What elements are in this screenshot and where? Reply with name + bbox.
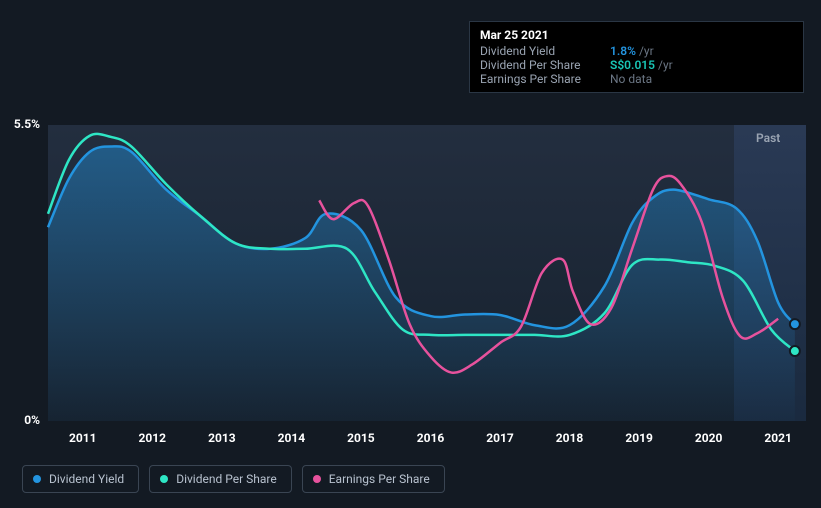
x-axis-tick-1: 2012 xyxy=(139,431,167,445)
legend-item-label: Dividend Per Share xyxy=(176,472,277,486)
tooltip-row-value: 1.8% xyxy=(610,44,636,58)
legend-item-dividend_yield[interactable]: Dividend Yield xyxy=(22,465,139,493)
chart-tooltip: Mar 25 2021 Dividend Yield1.8% /yrDivide… xyxy=(469,21,804,93)
legend-item-label: Earnings Per Share xyxy=(329,472,430,486)
tooltip-row-unit: /yr xyxy=(658,58,673,72)
legend-item-dividend_per_share[interactable]: Dividend Per Share xyxy=(149,465,292,493)
past-label: Past xyxy=(756,131,780,145)
x-axis-tick-10: 2021 xyxy=(764,431,792,445)
tooltip-row-2: Earnings Per ShareNo data xyxy=(480,72,793,86)
y-axis-tick-0: 5.5% xyxy=(0,117,40,131)
tooltip-row-value: No data xyxy=(610,72,652,86)
series-marker-dividend_per_share xyxy=(790,346,800,356)
legend-item-earnings_per_share[interactable]: Earnings Per Share xyxy=(302,465,445,493)
tooltip-row-unit: /yr xyxy=(639,44,654,58)
legend-item-label: Dividend Yield xyxy=(49,472,124,486)
legend-dot-icon xyxy=(313,475,321,483)
x-axis-tick-8: 2019 xyxy=(625,431,653,445)
tooltip-row-1: Dividend Per ShareS$0.015 /yr xyxy=(480,58,793,72)
legend-dot-icon xyxy=(33,475,41,483)
tooltip-row-label: Dividend Yield xyxy=(480,44,610,58)
x-axis-tick-0: 2011 xyxy=(69,431,97,445)
x-axis-tick-5: 2016 xyxy=(417,431,445,445)
tooltip-date: Mar 25 2021 xyxy=(480,28,793,42)
legend-dot-icon xyxy=(160,475,168,483)
x-axis-tick-7: 2018 xyxy=(556,431,584,445)
x-axis-tick-4: 2015 xyxy=(347,431,375,445)
y-axis-tick-1: 0% xyxy=(0,413,40,427)
tooltip-row-value: S$0.015 xyxy=(610,58,655,72)
tooltip-row-0: Dividend Yield1.8% /yr xyxy=(480,44,793,58)
x-axis-tick-3: 2014 xyxy=(278,431,306,445)
x-axis-tick-6: 2017 xyxy=(486,431,514,445)
series-marker-dividend_yield xyxy=(790,319,800,329)
tooltip-row-label: Dividend Per Share xyxy=(480,58,610,72)
chart-legend: Dividend Yield Dividend Per Share Earnings… xyxy=(22,465,445,493)
tooltip-row-label: Earnings Per Share xyxy=(480,72,610,86)
x-axis-tick-9: 2020 xyxy=(695,431,723,445)
x-axis-tick-2: 2013 xyxy=(208,431,236,445)
